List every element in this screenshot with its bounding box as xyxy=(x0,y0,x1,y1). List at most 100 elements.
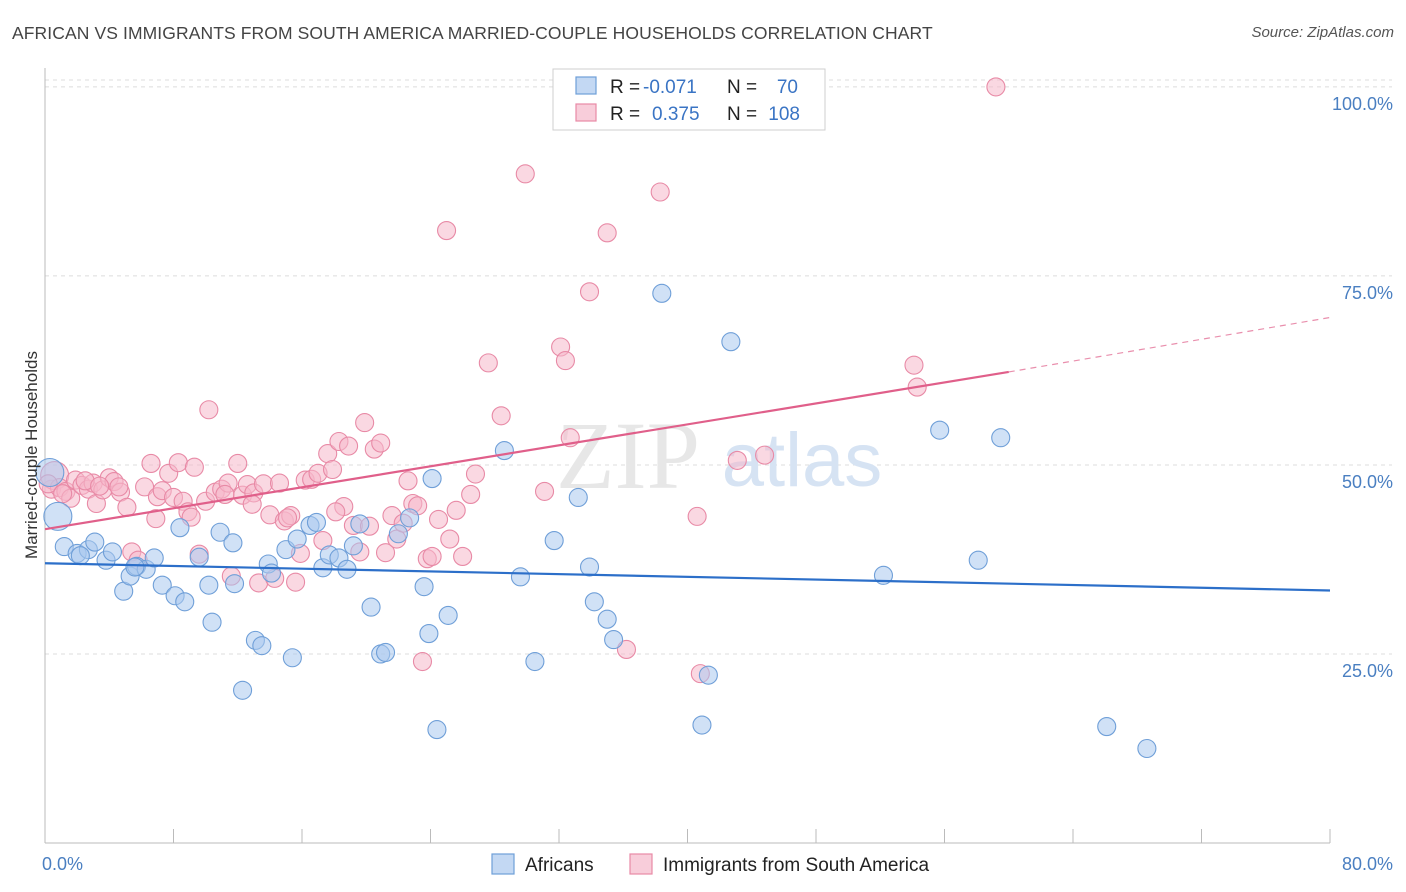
x-tick-label: 80.0% xyxy=(1342,854,1393,874)
watermark: ZIP atlas xyxy=(556,402,882,509)
immigrants-point xyxy=(453,546,473,566)
immigrants-point xyxy=(339,436,359,456)
legend-immigrants-n-value: 108 xyxy=(768,104,800,125)
africans-point xyxy=(400,508,420,528)
africans-point xyxy=(85,532,105,552)
africans-point xyxy=(210,522,230,542)
immigrants-trend-extension xyxy=(1008,316,1331,373)
africans-point xyxy=(102,542,123,562)
africans-point xyxy=(343,536,363,556)
africans-point xyxy=(175,592,195,612)
y-tick-label: 75.0% xyxy=(1342,283,1393,303)
immigrants-point xyxy=(322,459,343,480)
africans-point xyxy=(350,514,370,534)
legend-immigrants-n-label: N = xyxy=(727,104,757,125)
immigrants-point xyxy=(755,445,775,465)
watermark-atlas: atlas xyxy=(722,418,883,503)
africans-point xyxy=(419,624,439,644)
immigrants-point xyxy=(355,413,375,433)
africans-point xyxy=(991,428,1011,448)
africans-point xyxy=(414,577,434,597)
africans-point xyxy=(43,501,73,531)
africans-point xyxy=(361,597,381,617)
africans-point xyxy=(721,332,741,352)
africans-point xyxy=(306,512,327,532)
immigrants-point xyxy=(326,502,346,522)
bottom-legend-africans-label[interactable]: Africans xyxy=(525,855,594,876)
africans-point xyxy=(223,533,243,553)
immigrants-point xyxy=(616,639,637,659)
immigrants-point xyxy=(412,651,433,672)
immigrants-point xyxy=(53,484,73,504)
africans-point xyxy=(494,441,514,461)
immigrants-point xyxy=(253,474,274,494)
africans-point xyxy=(652,283,672,303)
immigrants-point xyxy=(428,509,449,529)
immigrants-point xyxy=(269,473,290,493)
africans-point xyxy=(930,420,950,440)
immigrants-point xyxy=(242,494,262,514)
bottom-legend-immigrants-swatch[interactable] xyxy=(629,853,653,875)
africans-point xyxy=(525,651,545,672)
y-axis-label: Married-couple Households xyxy=(22,351,41,559)
legend-immigrants-r-value: 0.375 xyxy=(652,104,700,125)
trend-lines xyxy=(44,316,1331,592)
immigrants-point xyxy=(398,471,418,491)
immigrants-point xyxy=(986,77,1006,97)
y-tick-label: 25.0% xyxy=(1342,661,1393,681)
legend-africans-r-label: R = xyxy=(610,77,640,98)
immigrants-point xyxy=(465,464,486,484)
africans-point xyxy=(568,487,588,508)
y-tick-label: 100.0% xyxy=(1332,94,1393,114)
legend-immigrants-r-label: R = xyxy=(610,104,640,125)
immigrants-point xyxy=(90,476,110,496)
immigrants-point xyxy=(446,500,466,520)
africans-point xyxy=(579,557,600,577)
immigrants-point xyxy=(422,546,442,566)
bottom-legend-immigrants-label[interactable]: Immigrants from South America xyxy=(663,855,930,876)
africans-point xyxy=(1097,717,1117,737)
bottom-legend: Africans Immigrants from South America xyxy=(491,853,930,876)
africans-point xyxy=(125,557,145,577)
immigrants-point xyxy=(555,351,575,371)
legend-box: R = -0.071 N = 70 R = 0.375 N = 108 xyxy=(552,68,826,131)
immigrants-point xyxy=(515,164,535,184)
y-tick-labels: 25.0% 50.0% 75.0% 100.0% xyxy=(1332,94,1393,681)
immigrants-trend-line xyxy=(44,370,1009,531)
africans-point xyxy=(544,531,564,551)
africans-point xyxy=(1137,738,1157,759)
africans-point xyxy=(510,567,531,587)
africans-point xyxy=(604,630,624,650)
africans-point xyxy=(388,524,408,544)
bottom-legend-africans-swatch[interactable] xyxy=(491,853,515,875)
africans-point xyxy=(968,550,988,570)
immigrants-point xyxy=(727,450,747,470)
africans-point xyxy=(422,469,442,489)
africans-point xyxy=(282,648,302,668)
africans-point xyxy=(692,715,712,735)
y-tick-label: 50.0% xyxy=(1342,472,1393,492)
africans-point xyxy=(261,563,282,583)
immigrants-point xyxy=(141,453,161,473)
africans-point xyxy=(70,546,90,566)
immigrants-point xyxy=(597,223,617,243)
africans-point xyxy=(698,665,718,685)
axes xyxy=(44,68,1331,844)
immigrants-point xyxy=(277,508,298,528)
legend-immigrants-swatch xyxy=(575,103,597,122)
immigrants-point xyxy=(461,484,481,504)
immigrants-point xyxy=(440,529,460,549)
immigrants-point xyxy=(228,453,248,473)
africans-point xyxy=(199,575,219,595)
immigrants-point xyxy=(375,543,396,563)
legend-africans-swatch xyxy=(575,76,597,95)
africans-point xyxy=(375,642,396,663)
africans-point xyxy=(287,529,307,549)
immigrants-point xyxy=(478,353,498,373)
immigrants-point xyxy=(117,497,137,517)
immigrants-point xyxy=(199,400,219,420)
immigrants-point xyxy=(650,182,670,202)
legend-africans-n-label: N = xyxy=(727,77,757,98)
legend-africans-n-value: 70 xyxy=(777,77,798,98)
